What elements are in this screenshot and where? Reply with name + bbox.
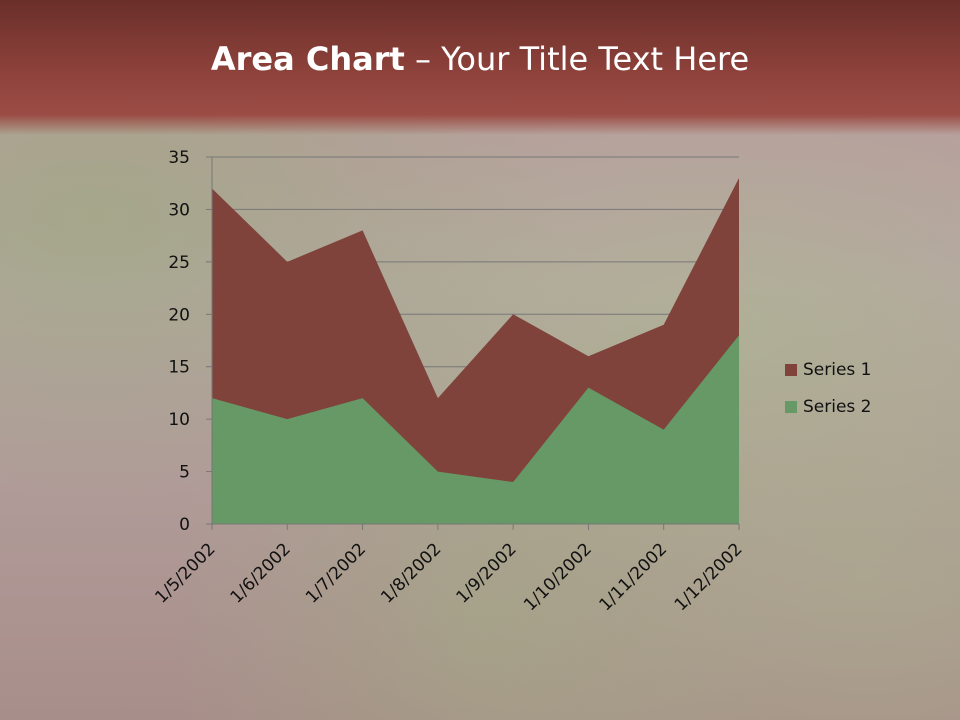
legend-swatch	[785, 364, 797, 376]
x-tick-label: 1/7/2002	[302, 539, 370, 607]
y-tick-label: 10	[168, 410, 190, 430]
y-tick-label: 0	[179, 515, 190, 535]
y-tick-label: 30	[168, 200, 190, 220]
title-rest: – Your Title Text Here	[404, 40, 750, 78]
x-tick-label: 1/12/2002	[671, 539, 747, 615]
y-tick-label: 20	[168, 305, 190, 325]
x-tick-label: 1/6/2002	[227, 539, 295, 607]
legend-series-2: Series 2	[785, 397, 872, 417]
x-tick-label: 1/8/2002	[377, 539, 445, 607]
y-tick-label: 25	[168, 253, 190, 273]
x-tick-label: 1/5/2002	[151, 539, 219, 607]
area-series-2	[212, 335, 739, 524]
title-band	[0, 0, 960, 135]
title-bold: Area Chart	[210, 40, 405, 78]
y-tick-label: 35	[168, 148, 190, 168]
y-tick-label: 15	[168, 358, 190, 378]
legend-swatch	[785, 401, 797, 413]
legend-series-1: Series 1	[785, 360, 872, 380]
x-tick-label: 1/9/2002	[453, 539, 521, 607]
y-tick-label: 5	[179, 463, 190, 483]
x-tick-label: 1/11/2002	[595, 539, 671, 615]
slide-title: Area Chart – Your Title Text Here	[0, 40, 960, 78]
legend-label: Series 2	[803, 397, 872, 417]
legend-label: Series 1	[803, 360, 872, 380]
x-tick-label: 1/10/2002	[520, 539, 596, 615]
